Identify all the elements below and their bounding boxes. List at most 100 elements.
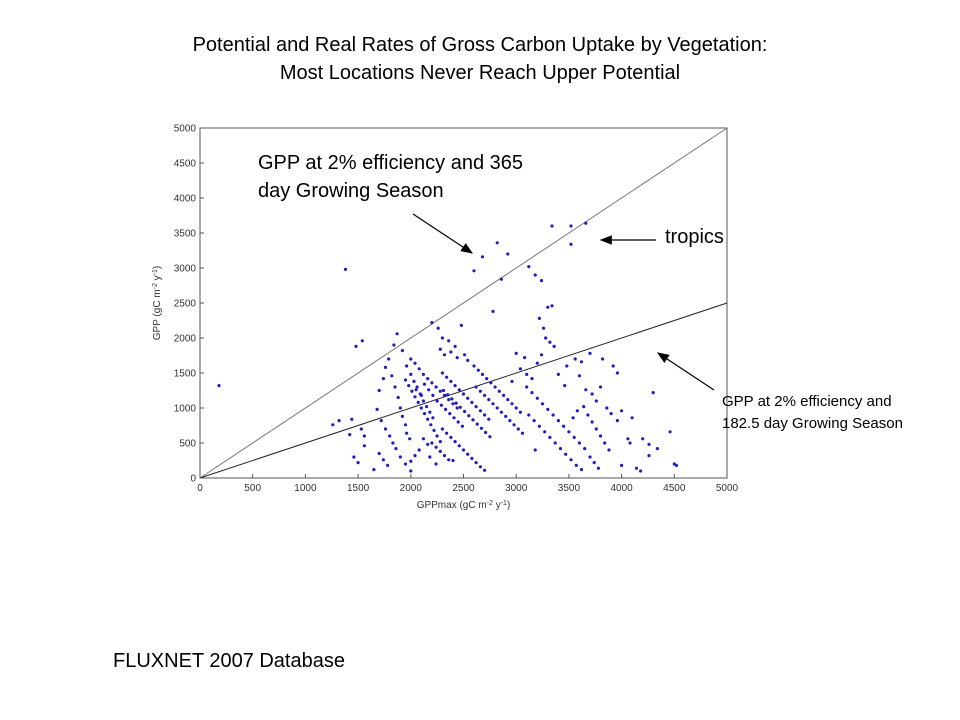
data-point [598,434,603,438]
data-point [451,458,455,463]
data-point [552,344,556,348]
data-point [434,462,438,466]
data-point [442,393,447,397]
data-point [396,395,400,400]
y-tick-label: 0 [190,474,196,485]
data-point [400,414,404,418]
data-point [440,427,444,431]
data-point [455,406,459,410]
data-point [352,455,356,459]
data-point [550,224,554,228]
data-point [530,391,534,395]
data-point [512,423,516,427]
data-point [415,385,419,389]
data-point [435,434,439,438]
data-point [563,384,567,388]
data-point [634,466,639,470]
data-point [362,434,366,438]
y-tick-label: 3500 [174,229,197,240]
data-point [381,377,385,381]
x-tick-label: 4000 [610,483,633,494]
data-point [584,221,588,225]
data-point [429,423,433,427]
data-point [480,372,485,376]
data-point [544,336,548,340]
data-point [488,435,492,439]
annotation-182-line1: GPP at 2% efficiency and [722,393,892,410]
data-point [381,458,385,462]
data-point [439,403,443,407]
data-point [542,326,546,330]
data-point [493,385,497,389]
x-tick-label: 3000 [505,483,528,494]
data-point [457,388,461,392]
data-point [432,428,436,432]
data-point [463,409,467,414]
data-point [628,441,632,445]
data-point [569,224,573,228]
data-point [421,372,425,376]
data-point [372,468,376,472]
data-point [447,458,451,462]
data-point [457,444,461,448]
data-point [431,393,435,397]
data-point [543,430,547,434]
data-point [458,405,462,409]
data-point [460,424,464,428]
data-point [466,358,470,362]
y-tick-label: 4000 [174,194,197,205]
y-tick-label: 2000 [174,334,197,345]
data-point [419,393,423,397]
data-point [356,461,360,465]
data-point [655,447,660,451]
data-point [463,353,467,357]
data-point [452,416,456,420]
data-point [392,343,396,347]
data-point [571,416,575,420]
data-point [594,427,598,431]
data-point [491,402,495,406]
data-point [360,339,364,343]
x-tick-label: 3500 [558,483,581,494]
data-point [480,255,485,259]
data-point [546,407,550,411]
x-tick-label: 4500 [663,483,686,494]
data-point [497,389,501,393]
reference-line-slope-0_5 [199,302,728,479]
data-point [586,413,590,417]
annotation-365-line1: GPP at 2% efficiency and 365 [258,152,523,174]
slide-title-line2: Most Locations Never Reach Upper Potenti… [279,62,681,84]
data-point [428,410,432,414]
data-point [390,374,394,378]
y-tick-label: 2500 [174,299,197,310]
data-point [428,455,432,459]
data-point [567,430,571,434]
data-point [403,462,408,466]
data-point [518,410,523,414]
data-point [409,459,413,463]
data-point [453,344,457,348]
data-point [449,435,453,439]
data-point [639,469,643,473]
data-point [518,367,523,371]
data-point [440,371,444,375]
data-point [425,405,429,409]
y-tick-label: 3000 [174,264,197,275]
data-point [445,431,449,435]
annotation-182-line2: 182.5 day Growing Season [722,415,903,432]
data-point [446,393,450,397]
data-point [588,351,592,355]
data-point [535,361,539,365]
data-point [672,462,676,466]
data-point [491,309,495,313]
data-point [573,357,577,361]
data-point [412,379,416,383]
data-point [403,378,408,382]
data-point [487,398,491,402]
data-point [453,440,457,444]
data-point [383,427,388,431]
data-point [489,381,493,385]
data-point [548,435,552,439]
data-point [582,405,586,409]
data-point [470,456,474,460]
